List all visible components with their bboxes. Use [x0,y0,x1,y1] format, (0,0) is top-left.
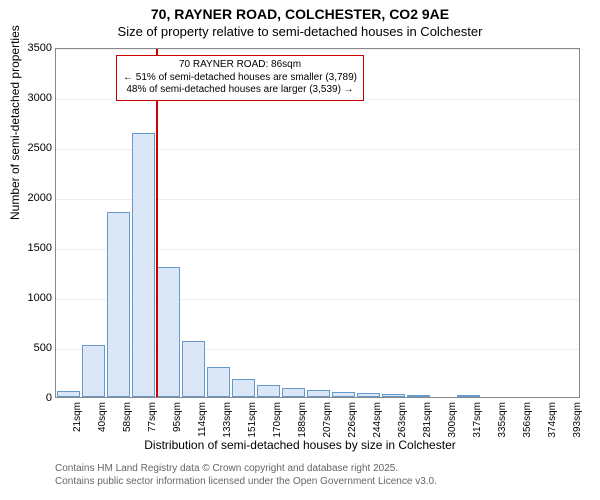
ytick-label: 0 [46,392,52,404]
histogram-bar [132,133,156,397]
ytick-label: 1500 [28,242,52,254]
ytick-label: 1000 [28,292,52,304]
callout-box: 70 RAYNER ROAD: 86sqm ← 51% of semi-deta… [116,55,364,101]
histogram-bar [382,394,406,397]
xtick-label: 317sqm [472,402,483,438]
attribution-block: Contains HM Land Registry data © Crown c… [55,462,437,488]
xtick-label: 393sqm [572,402,583,438]
title-subtitle: Size of property relative to semi-detach… [0,24,600,39]
ytick-label: 3500 [28,42,52,54]
histogram-bar [107,212,131,397]
histogram-bar [282,388,306,397]
xtick-label: 226sqm [347,402,358,438]
histogram-bar [407,395,431,397]
callout-line3: 48% of semi-detached houses are larger (… [123,84,357,97]
histogram-bar [57,391,81,397]
xtick-label: 356sqm [522,402,533,438]
histogram-bar [357,393,381,397]
histogram-bar [82,345,106,397]
xtick-label: 40sqm [97,402,108,432]
xtick-label: 244sqm [372,402,383,438]
xtick-label: 335sqm [497,402,508,438]
marker-line [156,49,159,397]
xtick-label: 170sqm [272,402,283,438]
histogram-bar [182,341,206,397]
xtick-label: 300sqm [447,402,458,438]
xtick-label: 263sqm [397,402,408,438]
xtick-label: 21sqm [72,402,83,432]
histogram-bar [457,395,481,397]
attribution-line1: Contains HM Land Registry data © Crown c… [55,462,437,475]
xtick-label: 281sqm [422,402,433,438]
ytick-label: 500 [34,342,52,354]
ytick-label: 2500 [28,142,52,154]
histogram-bar [157,267,181,397]
xtick-label: 188sqm [297,402,308,438]
xtick-label: 58sqm [122,402,133,432]
xtick-label: 77sqm [147,402,158,432]
chart-container: 70, RAYNER ROAD, COLCHESTER, CO2 9AE Siz… [0,0,600,500]
xtick-label: 95sqm [172,402,183,432]
x-axis-label: Distribution of semi-detached houses by … [0,438,600,452]
ytick-label: 2000 [28,192,52,204]
plot-area: 70 RAYNER ROAD: 86sqm ← 51% of semi-deta… [55,48,580,398]
callout-line1: 70 RAYNER ROAD: 86sqm [123,59,357,72]
xtick-label: 133sqm [222,402,233,438]
xtick-label: 207sqm [322,402,333,438]
ytick-label: 3000 [28,92,52,104]
y-axis-label: Number of semi-detached properties [8,25,22,220]
title-address: 70, RAYNER ROAD, COLCHESTER, CO2 9AE [0,6,600,22]
histogram-bar [232,379,256,397]
title-block: 70, RAYNER ROAD, COLCHESTER, CO2 9AE Siz… [0,0,600,39]
callout-line2: ← 51% of semi-detached houses are smalle… [123,72,357,85]
attribution-line2: Contains public sector information licen… [55,475,437,488]
histogram-bar [307,390,331,397]
gridline [56,49,579,50]
histogram-bar [257,385,281,397]
xtick-label: 374sqm [547,402,558,438]
xtick-label: 151sqm [247,402,258,438]
histogram-bar [207,367,231,397]
histogram-bar [332,392,356,397]
xtick-label: 114sqm [197,402,208,437]
